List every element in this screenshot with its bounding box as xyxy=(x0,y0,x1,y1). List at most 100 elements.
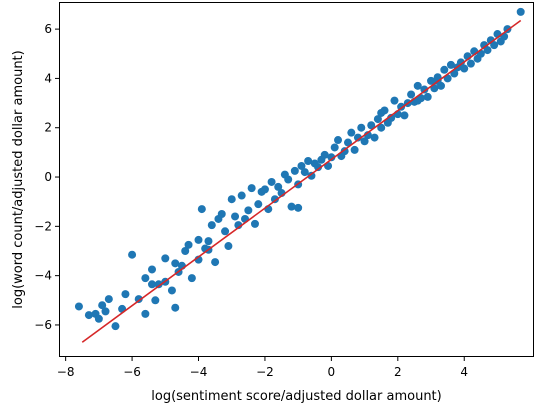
scatter-point xyxy=(327,153,336,162)
scatter-point xyxy=(217,210,226,219)
fit-line-group xyxy=(81,19,522,343)
scatter-point xyxy=(148,280,157,289)
scatter-point xyxy=(260,185,269,194)
scatter-point xyxy=(334,136,343,145)
scatter-point xyxy=(516,7,525,16)
scatter-point xyxy=(377,108,386,117)
scatter-point xyxy=(111,322,120,331)
scatter-point xyxy=(377,123,386,132)
plot-frame xyxy=(59,2,534,357)
scatter-point xyxy=(98,301,107,310)
scatter-point xyxy=(314,163,323,172)
scatter-point xyxy=(284,175,293,184)
scatter-point xyxy=(300,168,309,177)
scatter-point xyxy=(413,81,422,90)
scatter-point xyxy=(267,177,276,186)
scatter-point xyxy=(294,203,303,212)
scatter-point xyxy=(241,214,250,223)
scatter-point xyxy=(250,219,259,228)
scatter-point xyxy=(456,58,465,67)
scatter-point xyxy=(330,143,339,152)
scatter-point xyxy=(460,64,469,73)
scatter-point xyxy=(154,280,163,289)
scatter-point xyxy=(244,206,253,215)
scatter-point xyxy=(141,274,150,283)
scatter-point xyxy=(353,133,362,142)
y-tick-label: −2 xyxy=(34,219,52,233)
scatter-point xyxy=(483,46,492,55)
x-axis-label: log(sentiment score/adjusted dollar amou… xyxy=(151,389,441,404)
scatter-point xyxy=(350,145,359,154)
x-tick-label: −8 xyxy=(57,365,75,379)
scatter-point xyxy=(187,274,196,283)
scatter-point xyxy=(148,265,157,274)
scatter-point xyxy=(254,200,263,209)
scatter-point xyxy=(320,150,329,159)
plot-area xyxy=(59,2,534,357)
scatter-point xyxy=(94,314,103,323)
x-tick-label: 4 xyxy=(460,365,468,379)
y-tick-label: −6 xyxy=(34,318,52,332)
scatter-point xyxy=(287,202,296,211)
scatter-point xyxy=(171,259,180,268)
y-tick-label: −4 xyxy=(34,269,52,283)
fit-line xyxy=(81,19,522,343)
scatter-point xyxy=(128,250,137,259)
scatter-point xyxy=(400,111,409,120)
x-tick-label: 2 xyxy=(394,365,402,379)
scatter-point xyxy=(237,191,246,200)
scatter-point xyxy=(360,137,369,146)
scatter-point xyxy=(204,237,213,246)
y-tick-label: 6 xyxy=(44,22,52,36)
scatter-point xyxy=(307,171,316,180)
scatter-point xyxy=(194,235,203,244)
scatter-point xyxy=(171,303,180,312)
scatter-point xyxy=(500,32,509,41)
scatter-point xyxy=(423,92,432,101)
scatter-point xyxy=(211,258,220,267)
scatter-point xyxy=(270,195,279,204)
scatter-point xyxy=(104,295,113,304)
y-tick-label: 2 xyxy=(44,121,52,135)
scatter-point xyxy=(84,311,93,320)
scatter-point xyxy=(231,212,240,221)
scatter-point xyxy=(367,121,376,130)
scatter-point xyxy=(304,157,313,166)
scatter-point xyxy=(407,90,416,99)
scatter-point xyxy=(247,184,256,193)
scatter-point xyxy=(274,182,283,191)
y-tick-label: 4 xyxy=(44,71,52,85)
scatter-point xyxy=(427,76,436,85)
scatter-point xyxy=(161,254,170,263)
scatter-point xyxy=(373,115,382,124)
scatter-point xyxy=(343,138,352,147)
scatter-point xyxy=(181,246,190,255)
scatter-point xyxy=(227,195,236,204)
x-axis-ticks: −8 −6 −4 −2 0 2 4 xyxy=(57,357,468,379)
scatter-point xyxy=(121,290,130,299)
x-tick-label: −2 xyxy=(256,365,274,379)
y-tick-label: 0 xyxy=(44,170,52,184)
scatter-point xyxy=(74,302,83,311)
scatter-point xyxy=(141,309,150,318)
scatter-point xyxy=(413,96,422,105)
x-tick-label: 0 xyxy=(328,365,336,379)
scatter-point xyxy=(101,307,110,316)
scatter-point xyxy=(297,161,306,170)
scatter-point xyxy=(390,96,399,105)
x-tick-label: −4 xyxy=(190,365,208,379)
scatter-point xyxy=(221,227,230,236)
scatter-point xyxy=(347,128,356,137)
scatter-point xyxy=(184,240,193,249)
scatter-point xyxy=(440,65,449,74)
scatter-point xyxy=(224,242,233,251)
scatter-point xyxy=(290,166,299,175)
x-tick-label: −6 xyxy=(123,365,141,379)
scatter-point xyxy=(134,295,143,304)
scatter-point xyxy=(357,123,366,132)
scatter-point xyxy=(197,205,206,214)
scatter-point xyxy=(207,221,216,230)
scatter-point xyxy=(167,286,176,295)
